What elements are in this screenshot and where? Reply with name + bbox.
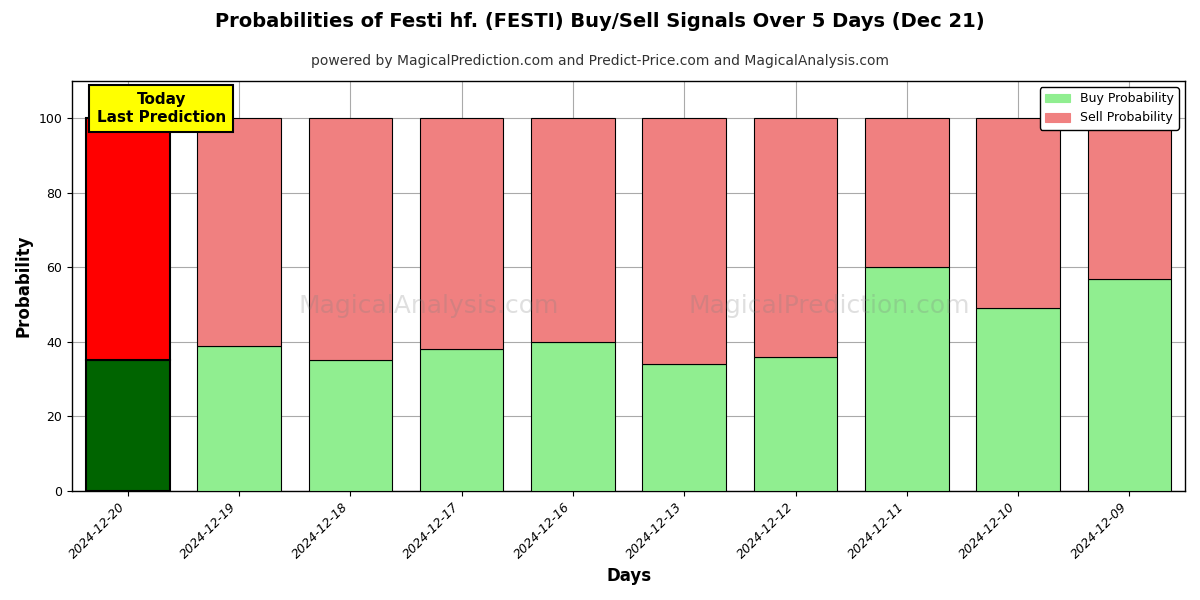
Bar [977,308,1060,491]
Bar [754,357,838,491]
Bar [197,118,281,346]
Bar [865,268,948,491]
Text: Probabilities of Festi hf. (FESTI) Buy/Sell Signals Over 5 Days (Dec 21): Probabilities of Festi hf. (FESTI) Buy/S… [215,12,985,31]
Bar [754,118,838,357]
Bar [197,346,281,491]
X-axis label: Days: Days [606,567,652,585]
Bar [642,364,726,491]
Text: powered by MagicalPrediction.com and Predict-Price.com and MagicalAnalysis.com: powered by MagicalPrediction.com and Pre… [311,54,889,68]
Bar [308,361,392,491]
Bar [977,118,1060,308]
Bar [420,349,503,491]
Bar [532,118,614,342]
Bar [532,342,614,491]
Bar [1087,118,1171,278]
Text: MagicalAnalysis.com: MagicalAnalysis.com [298,295,558,319]
Bar [1087,278,1171,491]
Text: Today
Last Prediction: Today Last Prediction [96,92,226,125]
Bar [420,118,503,349]
Bar [86,118,169,361]
Bar [308,118,392,361]
Legend: Buy Probability, Sell Probability: Buy Probability, Sell Probability [1040,87,1178,130]
Bar [642,118,726,364]
Bar [86,361,169,491]
Y-axis label: Probability: Probability [16,235,34,337]
Bar [865,118,948,268]
Text: MagicalPrediction.com: MagicalPrediction.com [688,295,970,319]
